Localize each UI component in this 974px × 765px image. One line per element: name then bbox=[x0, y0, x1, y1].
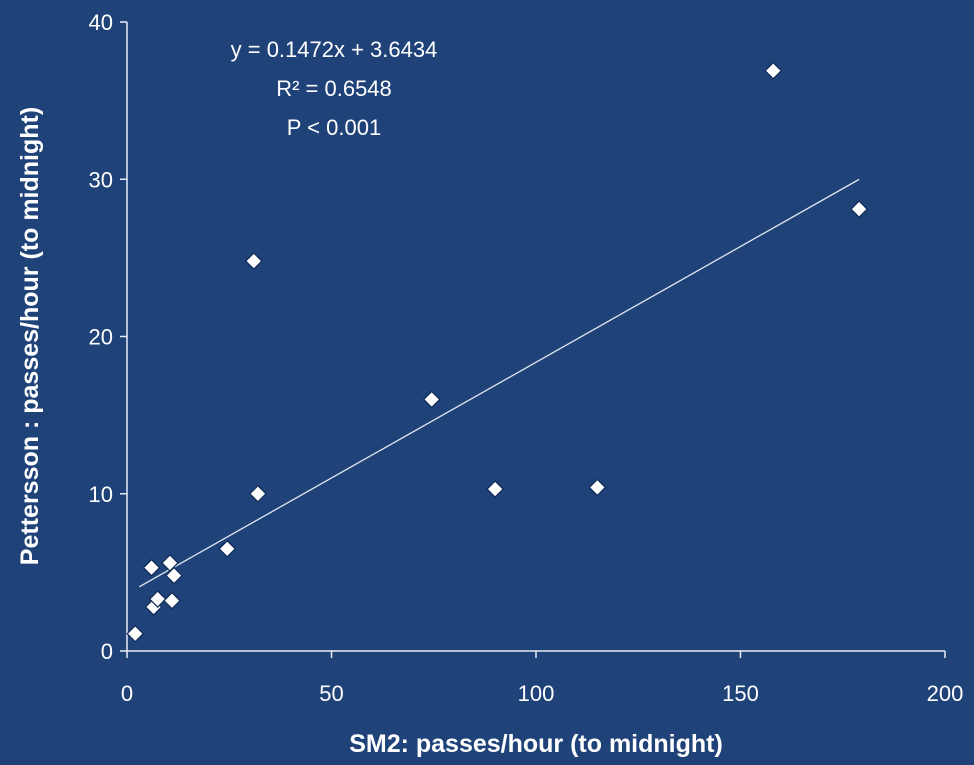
x-axis-title: SM2: passes/hour (to midnight) bbox=[349, 730, 723, 758]
y-tick-label: 10 bbox=[89, 482, 113, 507]
data-point-0 bbox=[126, 624, 145, 643]
y-tick-label: 20 bbox=[89, 325, 113, 350]
data-point-9 bbox=[249, 484, 267, 503]
trendline-layer bbox=[138, 178, 860, 588]
x-tick-label: 200 bbox=[927, 681, 964, 706]
x-tick-label: 100 bbox=[518, 681, 555, 706]
annotation-line-3: P < 0.001 bbox=[287, 115, 381, 140]
data-point-12 bbox=[588, 478, 607, 497]
data-point-10 bbox=[422, 390, 441, 409]
data-point-3 bbox=[148, 590, 167, 608]
x-tick-label: 0 bbox=[121, 681, 133, 706]
y-tick-label: 0 bbox=[101, 639, 113, 664]
regression-annotation: y = 0.1472x + 3.6434 R² = 0.6548 P < 0.001 bbox=[231, 37, 438, 140]
axis-ticks: 0 10 20 30 40 0 50 100 150 200 bbox=[89, 10, 964, 706]
y-axis-title: Pettersson : passes/hour (to midnight) bbox=[16, 107, 44, 565]
x-tick-label: 150 bbox=[722, 681, 759, 706]
data-point-1 bbox=[142, 558, 161, 577]
data-point-14 bbox=[850, 200, 868, 218]
trendline bbox=[138, 178, 860, 588]
data-point-5 bbox=[163, 591, 181, 610]
data-point-6 bbox=[165, 566, 183, 585]
data-point-11 bbox=[486, 480, 504, 498]
annotation-line-1: y = 0.1472x + 3.6434 bbox=[231, 37, 438, 62]
x-tick-label: 50 bbox=[319, 681, 343, 706]
annotation-line-2: R² = 0.6548 bbox=[276, 76, 392, 101]
y-tick-label: 40 bbox=[89, 10, 113, 35]
data-point-7 bbox=[218, 539, 237, 558]
data-points bbox=[126, 61, 868, 643]
y-tick-label: 30 bbox=[89, 167, 113, 192]
data-point-8 bbox=[244, 252, 263, 270]
data-point-13 bbox=[764, 61, 783, 80]
